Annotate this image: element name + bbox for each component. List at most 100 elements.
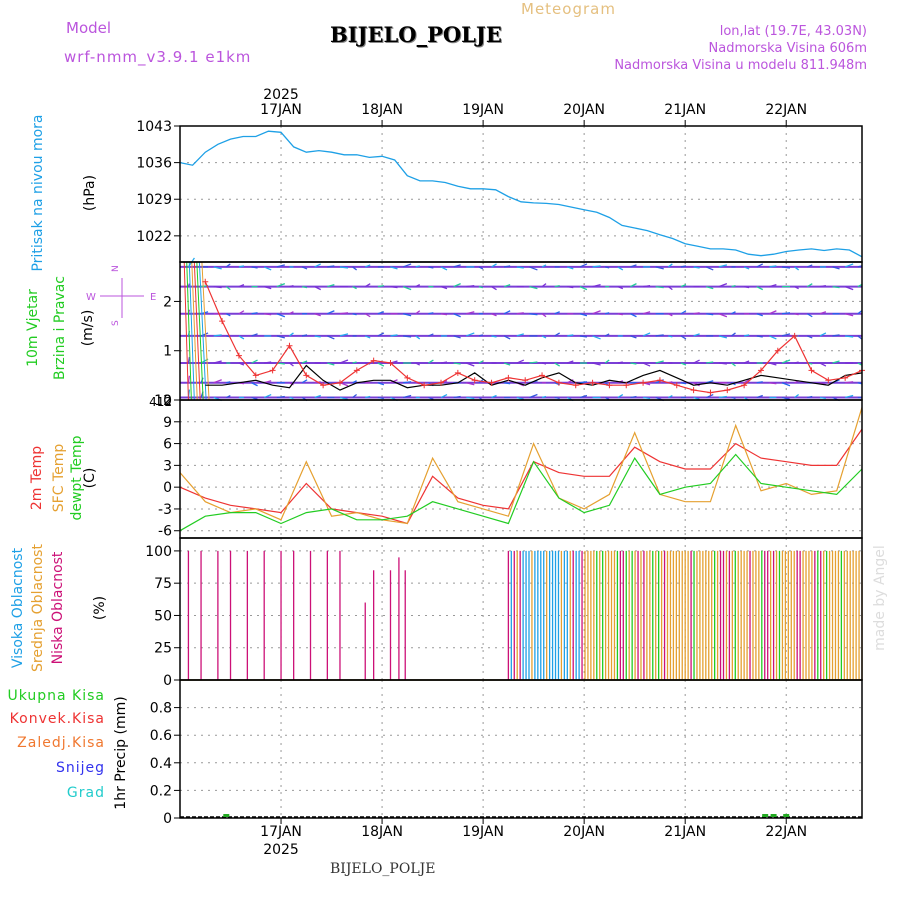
wind-barb xyxy=(567,360,574,364)
x-tick-label-bottom: 20JAN xyxy=(563,824,605,840)
wind-barb xyxy=(213,379,222,384)
wind-barb xyxy=(794,394,800,399)
wind-barb xyxy=(718,395,727,399)
wind-barb xyxy=(453,362,461,365)
wind-barb xyxy=(339,266,349,269)
wind-barb xyxy=(604,359,610,364)
wind-barb xyxy=(466,396,475,400)
wind-barb xyxy=(187,375,191,383)
wind-barb xyxy=(705,266,714,271)
wind-barb xyxy=(377,362,385,367)
wind-barb xyxy=(554,311,560,315)
y-tick-label: 0 xyxy=(163,480,172,496)
x-tick-label-bottom: 21JAN xyxy=(664,824,706,840)
wind-barb xyxy=(731,332,736,337)
wind-barb xyxy=(605,312,610,315)
footer-station: BIJELO_POLJE xyxy=(330,861,436,877)
wind-gust-marker xyxy=(606,382,613,389)
compass-w: W xyxy=(86,292,96,303)
wind-barb-burst xyxy=(188,261,195,401)
wind-barb xyxy=(440,393,448,399)
wind-barb xyxy=(289,362,294,367)
wind-barb xyxy=(529,393,538,399)
wind-barb xyxy=(630,264,637,268)
wind-barb xyxy=(251,333,258,337)
wind-barb xyxy=(327,310,335,315)
wind-barb-burst xyxy=(196,261,204,401)
wind-barb xyxy=(655,285,664,289)
wind-barb xyxy=(466,362,475,367)
wind-barb-burst xyxy=(198,261,207,401)
x-year-bottom: 2025 xyxy=(263,842,299,858)
wind-barb xyxy=(264,380,272,384)
x-tick-label-bottom: 17JAN xyxy=(260,824,302,840)
wind-barb xyxy=(415,265,420,268)
wind-gust-marker xyxy=(741,382,748,389)
wind-barb xyxy=(617,313,623,316)
wind-barb xyxy=(579,313,588,317)
panel-frame xyxy=(179,537,863,681)
wind-barb xyxy=(428,312,434,315)
wind-barb xyxy=(327,335,335,340)
wind-barb xyxy=(504,265,511,268)
wind-barb xyxy=(238,284,245,288)
wind-barb xyxy=(706,313,714,316)
wind-barb xyxy=(832,285,840,289)
wind-barb xyxy=(655,334,664,337)
wind-barb xyxy=(327,362,335,366)
wind-barb xyxy=(225,286,231,291)
y-tick-label: 1043 xyxy=(136,119,172,135)
wind-gust-marker xyxy=(471,377,478,384)
y-tick-label: 0.6 xyxy=(150,728,172,744)
wind-barb xyxy=(251,312,258,315)
wind-barb xyxy=(238,265,245,268)
wind-barb xyxy=(541,264,547,268)
wind-barb xyxy=(819,362,827,367)
wind-barb xyxy=(857,382,862,385)
wind-barb xyxy=(693,312,700,315)
wind-barb xyxy=(352,313,357,316)
wind-barb xyxy=(832,360,840,364)
wind-barb-burst xyxy=(183,261,189,401)
wind-barb xyxy=(857,265,862,268)
wind-barb xyxy=(478,360,484,364)
wind-barb xyxy=(226,381,231,384)
wind-barb xyxy=(352,394,357,399)
wind-barb xyxy=(327,284,335,288)
wind-barb xyxy=(377,396,384,400)
wind-barb xyxy=(832,266,840,270)
y-tick-label: 0 xyxy=(163,673,172,689)
wind-barb xyxy=(276,395,285,399)
wind-barb xyxy=(630,335,637,339)
wind-barb xyxy=(364,313,371,318)
wind-barb xyxy=(617,286,624,290)
wind-barb xyxy=(377,311,385,315)
wind-gust-marker xyxy=(438,379,445,386)
wind-barb xyxy=(769,310,777,315)
wind-barb xyxy=(769,284,777,288)
compass-cross xyxy=(100,278,144,318)
x-year-top: 2025 xyxy=(263,87,299,103)
y-tick-label: 9 xyxy=(163,415,172,431)
wind-gust-marker xyxy=(842,374,849,381)
wind-barb xyxy=(301,379,308,384)
wind-barb xyxy=(289,285,294,288)
wind-barb xyxy=(604,333,610,337)
wind-barb xyxy=(769,335,777,340)
wind-barb xyxy=(276,283,286,288)
wind-barb-burst xyxy=(193,261,201,401)
y-tick-label-overflow: 412 xyxy=(149,395,172,409)
wind-gust-marker xyxy=(825,377,832,384)
temp-unit: (C) xyxy=(82,467,98,489)
wind-barb xyxy=(756,286,764,291)
wind-barb xyxy=(402,394,412,399)
temp-sfc-line xyxy=(179,407,863,525)
wind-barb xyxy=(642,311,651,315)
wind-barb xyxy=(504,382,511,385)
wind-barb xyxy=(743,334,750,337)
wind-barb xyxy=(339,359,349,364)
legend-grad: Grad xyxy=(66,785,105,801)
wind-barb xyxy=(541,283,547,288)
wind-barb xyxy=(567,286,574,289)
wind-gust-marker xyxy=(202,278,209,285)
